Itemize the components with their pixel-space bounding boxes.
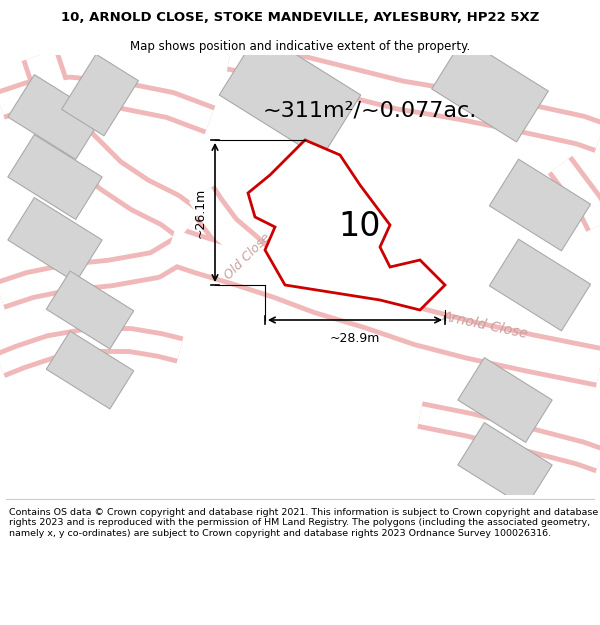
Text: Contains OS data © Crown copyright and database right 2021. This information is : Contains OS data © Crown copyright and d… <box>9 508 598 538</box>
Polygon shape <box>8 198 102 282</box>
Text: ~311m²/~0.077ac.: ~311m²/~0.077ac. <box>263 100 477 120</box>
Text: 10, ARNOLD CLOSE, STOKE MANDEVILLE, AYLESBURY, HP22 5XZ: 10, ARNOLD CLOSE, STOKE MANDEVILLE, AYLE… <box>61 11 539 24</box>
Polygon shape <box>458 422 552 508</box>
Polygon shape <box>8 74 102 159</box>
Polygon shape <box>490 159 590 251</box>
Text: Old Close: Old Close <box>223 231 274 282</box>
Polygon shape <box>46 271 134 349</box>
Text: Arnold Close: Arnold Close <box>441 309 529 341</box>
Polygon shape <box>219 31 361 159</box>
Text: ~26.1m: ~26.1m <box>194 188 207 238</box>
Polygon shape <box>8 134 102 219</box>
Polygon shape <box>248 140 445 310</box>
Polygon shape <box>62 54 139 136</box>
Polygon shape <box>458 357 552 442</box>
Text: ~28.9m: ~28.9m <box>330 332 380 345</box>
Polygon shape <box>432 38 548 142</box>
Polygon shape <box>46 331 134 409</box>
Text: Map shows position and indicative extent of the property.: Map shows position and indicative extent… <box>130 39 470 52</box>
Polygon shape <box>490 239 590 331</box>
Text: 10: 10 <box>339 211 381 244</box>
